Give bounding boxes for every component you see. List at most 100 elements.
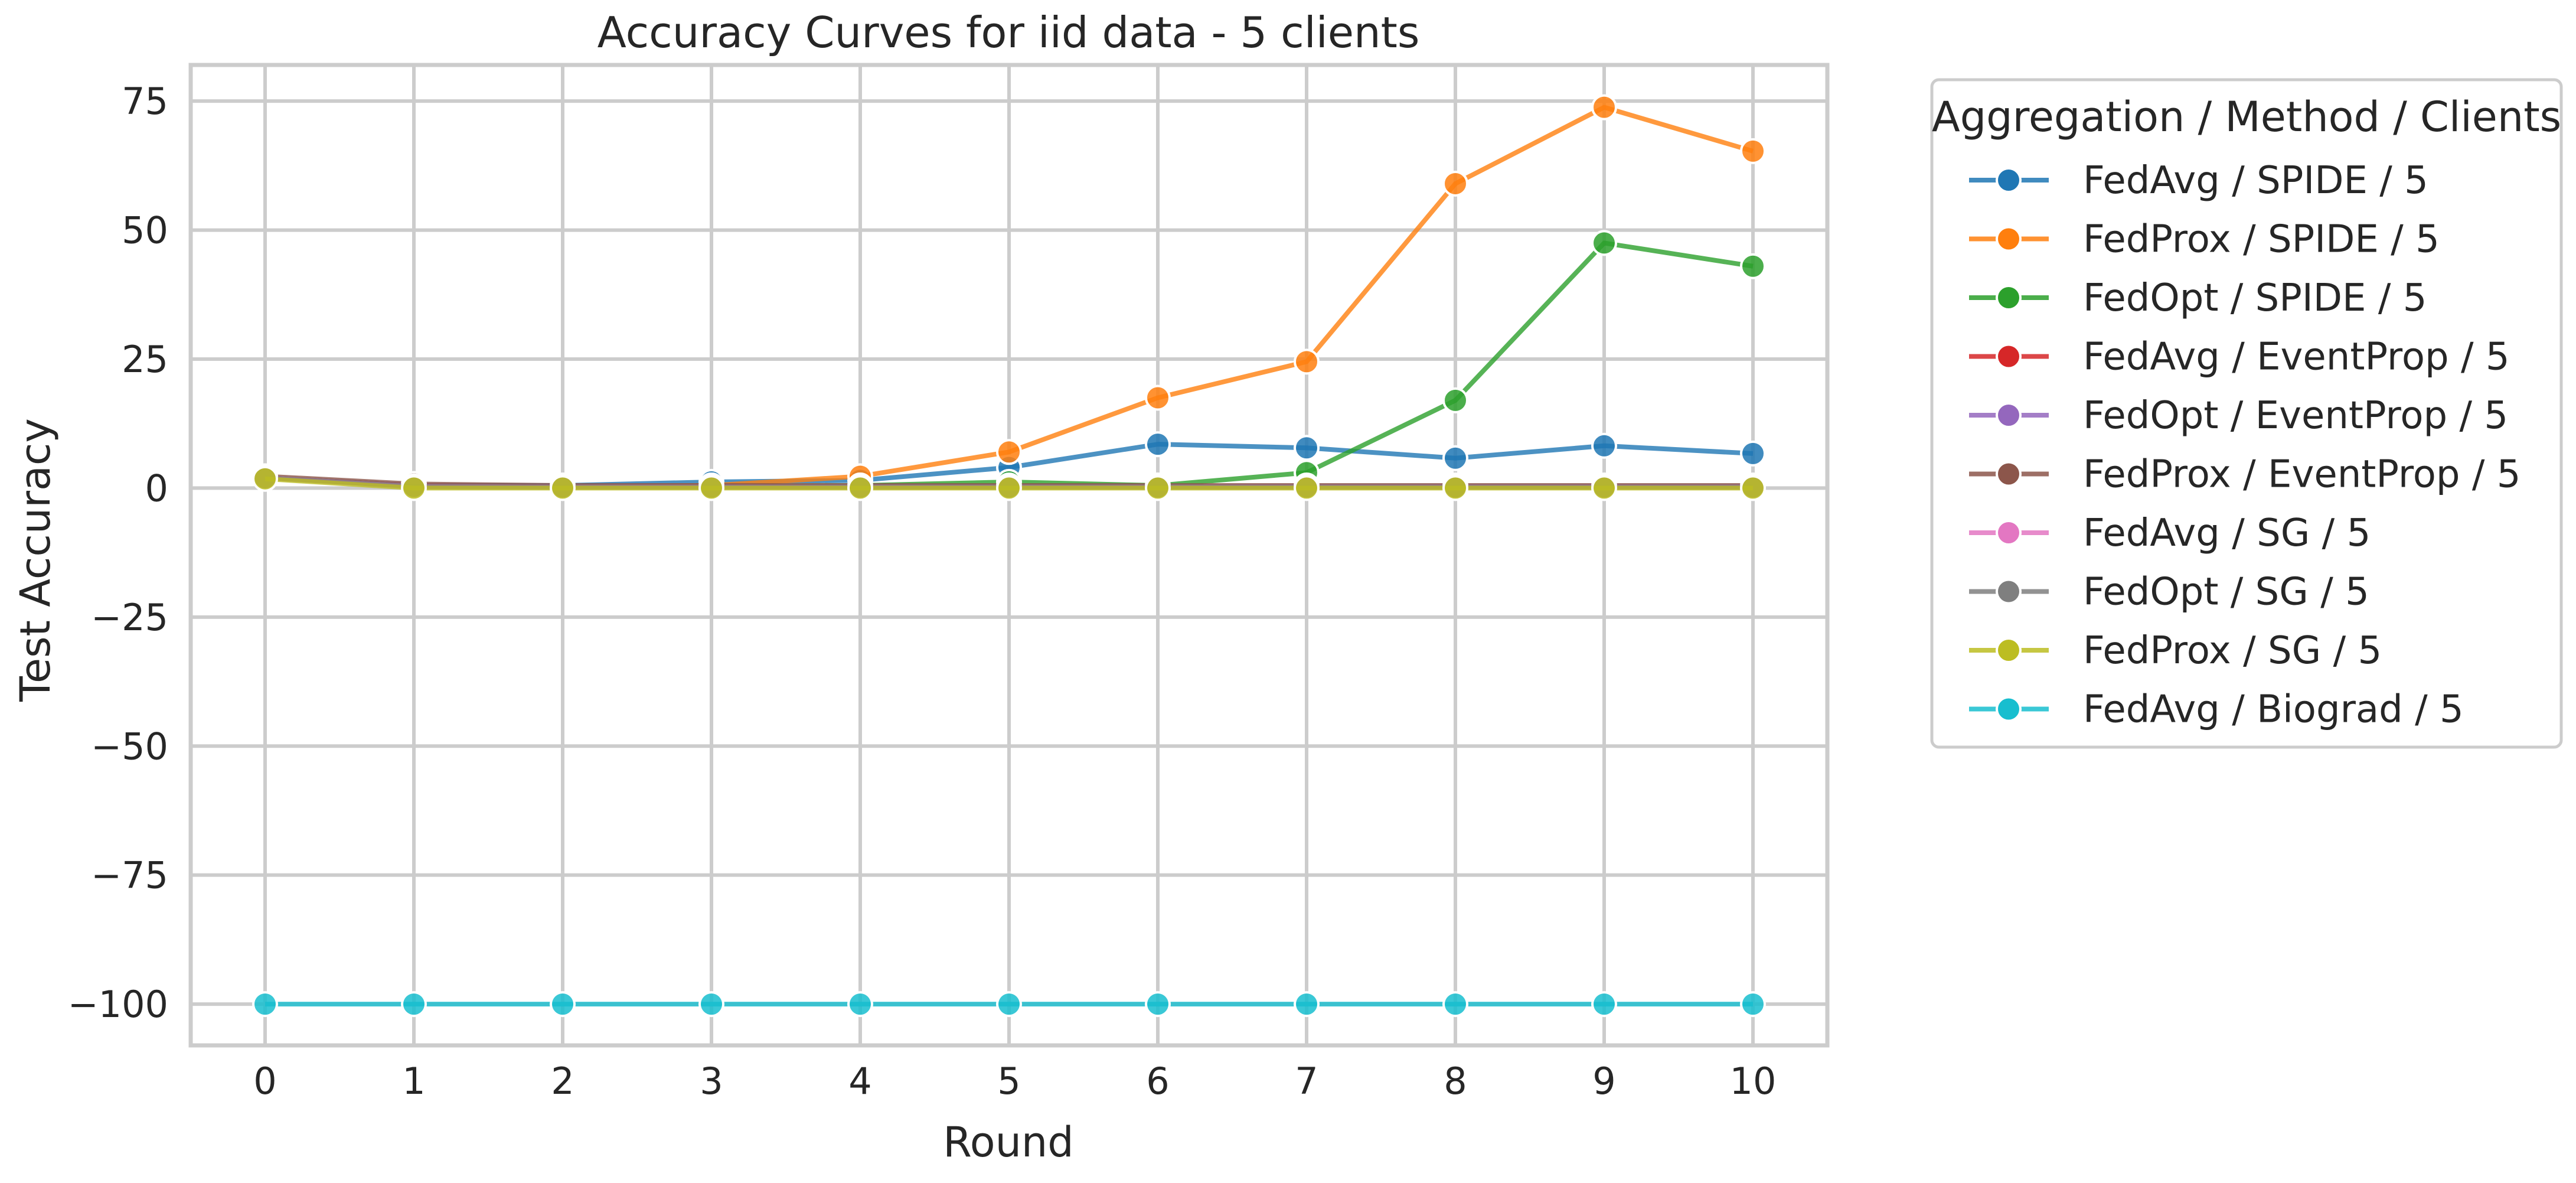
y-tick-label: −75: [91, 854, 168, 897]
legend-label: FedAvg / EventProp / 5: [2083, 335, 2510, 379]
x-tick-label: 2: [551, 1060, 574, 1103]
legend-label: FedOpt / SPIDE / 5: [2083, 276, 2427, 320]
legend: Aggregation / Method / Clients FedAvg / …: [1930, 78, 2563, 749]
y-tick-label: −25: [91, 596, 168, 639]
data-point: [1740, 440, 1766, 467]
data-point: [1740, 138, 1766, 164]
legend-swatch-marker: [1996, 285, 2022, 311]
data-point: [1442, 445, 1468, 471]
data-point: [401, 475, 427, 501]
y-tick-label: 75: [122, 80, 168, 123]
x-tick-label: 10: [1730, 1060, 1777, 1103]
y-tick-label: 25: [122, 338, 168, 381]
legend-entry: FedProx / SPIDE / 5: [1969, 218, 2440, 262]
data-point: [847, 991, 873, 1018]
y-tick-label: 50: [122, 209, 168, 252]
data-point: [1740, 991, 1766, 1018]
data-point: [550, 991, 576, 1018]
data-point: [1591, 94, 1617, 120]
y-tick-label: 0: [145, 467, 168, 510]
legend-label: FedProx / SPIDE / 5: [2083, 218, 2440, 262]
data-point: [1294, 991, 1320, 1018]
legend-entry: FedAvg / SPIDE / 5: [1969, 159, 2428, 203]
legend-label: FedProx / SG / 5: [2083, 629, 2382, 673]
grid-lines: [191, 65, 1827, 1045]
data-point: [1294, 348, 1320, 375]
legend-swatch-marker: [1996, 637, 2022, 663]
y-tick-labels: 75 50 25 0 −25 −50 −75 −100: [68, 80, 168, 1026]
chart-title: Accuracy Curves for iid data - 5 clients: [598, 8, 1420, 57]
data-point: [1442, 170, 1468, 197]
legend-label: FedAvg / Biograd / 5: [2083, 688, 2464, 732]
data-point: [1591, 475, 1617, 501]
legend-label: FedAvg / SG / 5: [2083, 511, 2371, 555]
legend-swatch-marker: [1996, 226, 2022, 252]
x-axis-label: Round: [943, 1118, 1073, 1166]
data-point: [401, 991, 427, 1018]
plot-frame: [188, 63, 1830, 1048]
legend-entry: FedProx / SG / 5: [1969, 629, 2382, 673]
data-point: [1145, 431, 1171, 458]
x-tick-label: 9: [1592, 1060, 1615, 1103]
data-point: [1145, 384, 1171, 411]
data-point: [1442, 475, 1468, 501]
x-tick-labels: 0 1 2 3 4 5 6 7 8 9 10: [253, 1060, 1776, 1103]
x-tick-label: 5: [997, 1060, 1020, 1103]
data-point: [996, 991, 1022, 1018]
data-point: [252, 991, 278, 1018]
legend-entry: FedAvg / SG / 5: [1969, 511, 2371, 555]
legend-entry: FedProx / EventProp / 5: [1969, 453, 2521, 497]
x-tick-label: 1: [402, 1060, 425, 1103]
legend-label: FedOpt / EventProp / 5: [2083, 394, 2508, 438]
data-point: [252, 465, 278, 492]
legend-swatch-marker: [1996, 343, 2022, 370]
data-point: [1145, 475, 1171, 501]
x-tick-label: 7: [1295, 1060, 1318, 1103]
legend-swatch-marker: [1996, 696, 2022, 722]
series-9: [252, 991, 1766, 1018]
data-point: [847, 475, 873, 501]
legend-swatch-marker: [1996, 167, 2022, 193]
data-point: [1591, 230, 1617, 256]
legend-label: FedProx / EventProp / 5: [2083, 453, 2521, 497]
data-point: [1294, 435, 1320, 461]
x-tick-label: 4: [848, 1060, 871, 1103]
data-point: [1591, 432, 1617, 459]
legend-entry: FedAvg / EventProp / 5: [1969, 335, 2510, 379]
data-point: [996, 475, 1022, 501]
x-tick-label: 3: [700, 1060, 723, 1103]
legend-items: FedAvg / SPIDE / 5 FedProx / SPIDE / 5 Fed…: [1969, 159, 2521, 732]
legend-entry: FedAvg / Biograd / 5: [1969, 688, 2464, 732]
legend-label: FedAvg / SPIDE / 5: [2083, 159, 2428, 203]
legend-swatch-marker: [1996, 578, 2022, 605]
y-tick-label: −50: [91, 725, 168, 768]
data-point: [996, 439, 1022, 465]
legend-swatch-marker: [1996, 520, 2022, 546]
legend-entry: FedOpt / SG / 5: [1969, 571, 2369, 614]
series-8: [252, 465, 1766, 501]
data-point: [550, 475, 576, 501]
y-axis-label: Test Accuracy: [11, 418, 60, 702]
legend-label: FedOpt / SG / 5: [2083, 571, 2369, 614]
legend-entry: FedOpt / SPIDE / 5: [1969, 276, 2427, 320]
legend-entry: FedOpt / EventProp / 5: [1969, 394, 2508, 438]
legend-box: [1930, 78, 2563, 749]
data-point: [1145, 991, 1171, 1018]
legend-swatch-marker: [1996, 461, 2022, 487]
data-point: [1294, 475, 1320, 501]
data-point: [698, 475, 724, 501]
data-point: [1442, 387, 1468, 413]
legend-swatch-marker: [1996, 402, 2022, 428]
data-point: [1740, 475, 1766, 501]
legend-title: Aggregation / Method / Clients: [1932, 93, 2561, 141]
y-tick-label: −100: [68, 983, 168, 1026]
data-point: [698, 991, 724, 1018]
data-point: [1740, 253, 1766, 279]
data-point: [1442, 991, 1468, 1018]
data-point: [1591, 991, 1617, 1018]
x-tick-label: 0: [253, 1060, 276, 1103]
x-tick-label: 8: [1444, 1060, 1467, 1103]
series-layer: [252, 94, 1766, 1018]
x-tick-label: 6: [1146, 1060, 1169, 1103]
